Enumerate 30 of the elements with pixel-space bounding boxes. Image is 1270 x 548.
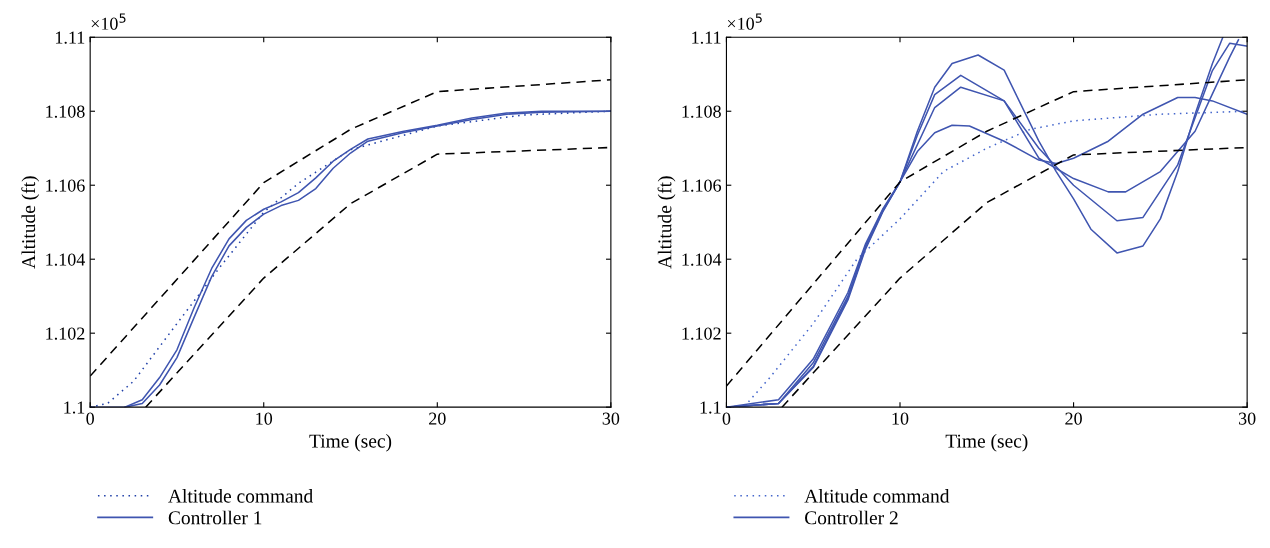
y-tick-label: 1.106 <box>682 179 722 192</box>
legend-label: Controller 2 <box>805 510 898 525</box>
x-tick-label: 10 <box>892 412 909 425</box>
y-tick-label: 1.104 <box>682 253 722 266</box>
x-tick-label: 10 <box>256 412 273 425</box>
y-tick-label: 1.102 <box>682 327 721 340</box>
x-tick-label: 0 <box>722 412 731 425</box>
x-tick-label: 20 <box>1065 412 1082 425</box>
y-tick-label: 1.1 <box>700 401 721 414</box>
legend-label: Altitude command <box>804 489 950 503</box>
y-axis-title: Altitude (ft) <box>21 176 40 269</box>
x-tick-label: 30 <box>602 412 620 425</box>
legend-label: Altitude command <box>168 489 313 503</box>
y-tick-label: 1.102 <box>46 327 85 340</box>
y-tick-label: 1.1 <box>64 401 85 414</box>
y-tick-label: 1.108 <box>46 105 85 118</box>
x-tick-label: 20 <box>429 412 446 425</box>
x-axis-title: Time (sec) <box>945 433 1028 452</box>
y-tick-label: 1.11 <box>55 31 85 44</box>
y-tick-label: 1.106 <box>46 179 85 192</box>
x-axis-title: Time (sec) <box>309 433 392 452</box>
text: ×10$^{5}$ <box>727 13 762 30</box>
x-tick-label: 30 <box>1238 412 1256 425</box>
y-axis-title: Altitude (ft) <box>657 176 676 269</box>
x-tick-label: 0 <box>86 412 94 425</box>
text: ×10$^{5}$ <box>91 13 126 30</box>
legend-label: Controller 1 <box>168 510 262 525</box>
y-tick-label: 1.108 <box>682 105 721 118</box>
y-tick-label: 1.11 <box>692 31 721 44</box>
y-tick-label: 1.104 <box>46 253 86 266</box>
